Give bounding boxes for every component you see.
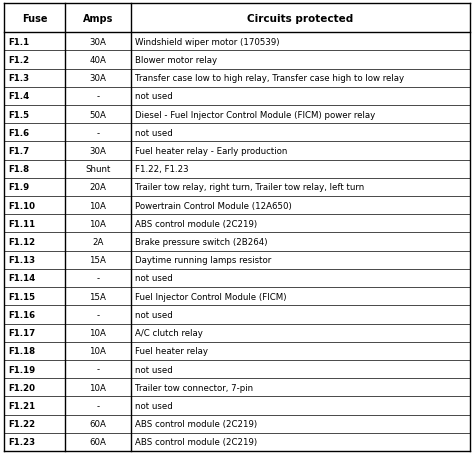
Bar <box>4 269 470 288</box>
Text: -: - <box>96 365 100 374</box>
Bar <box>4 51 470 70</box>
Text: Trailer tow connector, 7-pin: Trailer tow connector, 7-pin <box>136 383 254 392</box>
Text: not used: not used <box>136 401 173 410</box>
Bar <box>4 306 470 324</box>
Text: F1.13: F1.13 <box>9 256 36 265</box>
Bar <box>4 288 470 306</box>
Bar <box>4 124 470 142</box>
Text: Trailer tow relay, right turn, Trailer tow relay, left turn: Trailer tow relay, right turn, Trailer t… <box>136 183 365 192</box>
Text: ABS control module (2C219): ABS control module (2C219) <box>136 437 257 446</box>
Text: F1.14: F1.14 <box>9 274 36 283</box>
Text: not used: not used <box>136 310 173 319</box>
Text: 20A: 20A <box>90 183 106 192</box>
Text: 40A: 40A <box>90 56 106 65</box>
Text: Diesel - Fuel Injector Control Module (FICM) power relay: Diesel - Fuel Injector Control Module (F… <box>136 111 376 119</box>
Text: -: - <box>96 128 100 137</box>
Text: -: - <box>96 401 100 410</box>
Text: Fuel Injector Control Module (FICM): Fuel Injector Control Module (FICM) <box>136 292 287 301</box>
Text: F1.6: F1.6 <box>9 128 30 137</box>
Text: A/C clutch relay: A/C clutch relay <box>136 329 203 338</box>
Bar <box>4 87 470 106</box>
Text: F1.22: F1.22 <box>9 419 36 428</box>
Text: F1.11: F1.11 <box>9 219 36 228</box>
Text: 30A: 30A <box>90 74 106 83</box>
Text: F1.15: F1.15 <box>9 292 36 301</box>
Text: F1.5: F1.5 <box>9 111 30 119</box>
Text: 2A: 2A <box>92 238 104 247</box>
Text: Fuel heater relay: Fuel heater relay <box>136 347 209 355</box>
Text: F1.23: F1.23 <box>9 437 36 446</box>
Text: not used: not used <box>136 92 173 101</box>
Text: 10A: 10A <box>90 383 106 392</box>
Bar <box>4 142 470 160</box>
Text: Amps: Amps <box>82 14 113 24</box>
Bar <box>4 251 470 269</box>
Text: Daytime running lamps resistor: Daytime running lamps resistor <box>136 256 272 265</box>
Text: F1.20: F1.20 <box>9 383 36 392</box>
Text: F1.2: F1.2 <box>9 56 30 65</box>
Text: not used: not used <box>136 128 173 137</box>
Bar <box>4 33 470 51</box>
Bar <box>4 360 470 378</box>
Bar <box>4 324 470 342</box>
Text: 50A: 50A <box>90 111 106 119</box>
Text: F1.22, F1.23: F1.22, F1.23 <box>136 165 189 174</box>
Bar <box>4 396 470 415</box>
Text: -: - <box>96 310 100 319</box>
Text: F1.1: F1.1 <box>9 38 30 47</box>
Text: 10A: 10A <box>90 347 106 355</box>
Text: F1.8: F1.8 <box>9 165 30 174</box>
Text: F1.10: F1.10 <box>9 201 36 210</box>
Text: Powertrain Control Module (12A650): Powertrain Control Module (12A650) <box>136 201 292 210</box>
Text: not used: not used <box>136 274 173 283</box>
Text: F1.4: F1.4 <box>9 92 30 101</box>
Text: F1.18: F1.18 <box>9 347 36 355</box>
Bar <box>4 106 470 124</box>
Text: Windshield wiper motor (170539): Windshield wiper motor (170539) <box>136 38 280 47</box>
Text: ABS control module (2C219): ABS control module (2C219) <box>136 419 257 428</box>
Text: 10A: 10A <box>90 201 106 210</box>
Text: -: - <box>96 92 100 101</box>
Bar <box>4 342 470 360</box>
Text: Fuse: Fuse <box>22 14 47 24</box>
Text: Fuel heater relay - Early production: Fuel heater relay - Early production <box>136 147 288 156</box>
Text: F1.9: F1.9 <box>9 183 30 192</box>
Text: F1.16: F1.16 <box>9 310 36 319</box>
Text: F1.17: F1.17 <box>9 329 36 338</box>
Text: F1.3: F1.3 <box>9 74 30 83</box>
Text: 15A: 15A <box>90 256 106 265</box>
Text: ABS control module (2C219): ABS control module (2C219) <box>136 219 257 228</box>
Text: 15A: 15A <box>90 292 106 301</box>
Bar <box>4 160 470 178</box>
Text: F1.7: F1.7 <box>9 147 30 156</box>
Text: F1.21: F1.21 <box>9 401 36 410</box>
Text: Transfer case low to high relay, Transfer case high to low relay: Transfer case low to high relay, Transfe… <box>136 74 405 83</box>
Text: F1.19: F1.19 <box>9 365 36 374</box>
Text: not used: not used <box>136 365 173 374</box>
Bar <box>4 70 470 87</box>
Bar <box>4 433 470 451</box>
Text: 60A: 60A <box>90 437 106 446</box>
Bar <box>4 197 470 215</box>
Text: F1.12: F1.12 <box>9 238 36 247</box>
Bar <box>4 233 470 251</box>
Text: Circuits protected: Circuits protected <box>247 14 354 24</box>
Text: Blower motor relay: Blower motor relay <box>136 56 218 65</box>
Text: 10A: 10A <box>90 219 106 228</box>
Bar <box>4 178 470 197</box>
Text: 60A: 60A <box>90 419 106 428</box>
Text: 30A: 30A <box>90 38 106 47</box>
Text: -: - <box>96 274 100 283</box>
Bar <box>4 4 470 33</box>
Bar <box>4 415 470 433</box>
Bar <box>4 378 470 396</box>
Text: 30A: 30A <box>90 147 106 156</box>
Text: Shunt: Shunt <box>85 165 110 174</box>
Text: Brake pressure switch (2B264): Brake pressure switch (2B264) <box>136 238 268 247</box>
Text: 10A: 10A <box>90 329 106 338</box>
Bar <box>4 215 470 233</box>
